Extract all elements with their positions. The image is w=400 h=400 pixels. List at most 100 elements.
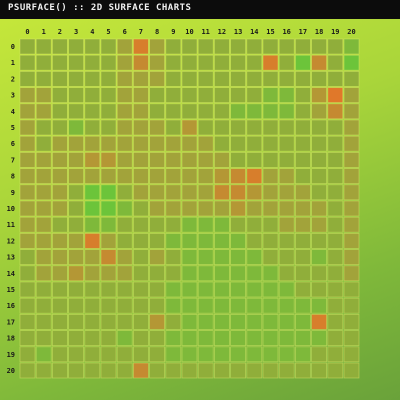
surface-cell [181, 249, 198, 266]
surface-cell [294, 313, 311, 330]
surface-cell [52, 232, 68, 249]
surface-cell [68, 362, 84, 379]
surface-cell [262, 103, 279, 120]
y-tick-label: 10 [7, 205, 15, 213]
surface-cell [68, 200, 84, 217]
surface-cell [246, 71, 263, 87]
surface-cell [100, 71, 117, 87]
surface-cell [116, 103, 133, 120]
surface-cell [213, 330, 230, 347]
surface-cell [294, 54, 311, 71]
surface-cell [327, 54, 344, 71]
surface-cell [294, 135, 311, 152]
surface-cell [165, 119, 182, 136]
surface-cell [68, 119, 84, 136]
surface-cell [116, 151, 133, 168]
surface-cell [343, 38, 360, 55]
surface-cell [343, 200, 360, 217]
surface-cell [19, 200, 36, 217]
surface-cell [100, 54, 117, 71]
surface-cell [343, 330, 360, 347]
surface-cell [100, 38, 117, 55]
surface-cell [278, 346, 295, 363]
surface-cell [294, 200, 311, 217]
surface-cell [149, 330, 166, 347]
surface-cell [68, 330, 84, 347]
surface-cell [246, 330, 263, 347]
surface-cell [149, 362, 166, 379]
surface-cell [84, 313, 101, 330]
x-tick-label: 14 [250, 28, 258, 36]
surface-cell [19, 184, 36, 201]
surface-cell [181, 87, 198, 103]
surface-cell [68, 265, 84, 282]
surface-cell [116, 281, 133, 298]
surface-cell [149, 232, 166, 249]
surface-cell [100, 103, 117, 120]
surface-cell [197, 297, 214, 314]
y-tick-label: 1 [11, 59, 15, 67]
surface-cell [230, 168, 247, 185]
surface-cell [116, 38, 133, 55]
surface-cell [197, 249, 214, 266]
surface-cell [100, 362, 117, 379]
surface-cell [181, 151, 198, 168]
x-tick-label: 5 [106, 28, 110, 36]
surface-cell [19, 119, 36, 136]
surface-cell [19, 38, 36, 55]
surface-cell [84, 135, 101, 152]
surface-cell [311, 38, 328, 55]
surface-cell [262, 87, 279, 103]
surface-cell [35, 265, 52, 282]
surface-cell [149, 103, 166, 120]
surface-cell [197, 103, 214, 120]
surface-cell [213, 184, 230, 201]
surface-cell [213, 232, 230, 249]
surface-cell [294, 232, 311, 249]
surface-cell [68, 168, 84, 185]
surface-cell [19, 281, 36, 298]
surface-cell [197, 184, 214, 201]
surface-cell [165, 362, 182, 379]
surface-cell [278, 87, 295, 103]
surface-cell [19, 87, 36, 103]
surface-cell [68, 71, 84, 87]
surface-cell [84, 346, 101, 363]
surface-cell [181, 346, 198, 363]
surface-cell [262, 313, 279, 330]
surface-cell [181, 265, 198, 282]
surface-cell [343, 71, 360, 87]
surface-cell [52, 71, 68, 87]
surface-cell [197, 119, 214, 136]
surface-cell [327, 362, 344, 379]
y-tick-label: 16 [7, 302, 15, 310]
x-tick-label: 13 [234, 28, 242, 36]
surface-cell [149, 184, 166, 201]
surface-cell [132, 232, 149, 249]
surface-cell [311, 119, 328, 136]
surface-cell [230, 362, 247, 379]
x-tick-label: 4 [90, 28, 94, 36]
surface-cell [343, 281, 360, 298]
surface-cell [311, 87, 328, 103]
surface-cell [132, 38, 149, 55]
surface-cell [84, 119, 101, 136]
surface-cell [327, 330, 344, 347]
surface-cell [68, 346, 84, 363]
surface-cell [213, 313, 230, 330]
surface-cell [52, 216, 68, 233]
surface-cell [19, 151, 36, 168]
surface-cell [116, 135, 133, 152]
surface-cell [343, 346, 360, 363]
surface-cell [197, 346, 214, 363]
surface-cell [262, 184, 279, 201]
surface-cell [343, 249, 360, 266]
surface-cell [84, 362, 101, 379]
surface-cell [52, 330, 68, 347]
surface-cell [100, 265, 117, 282]
surface-cell [100, 200, 117, 217]
surface-cell [311, 71, 328, 87]
y-tick-label: 3 [11, 92, 15, 100]
surface-cell [181, 71, 198, 87]
surface-cell [52, 103, 68, 120]
